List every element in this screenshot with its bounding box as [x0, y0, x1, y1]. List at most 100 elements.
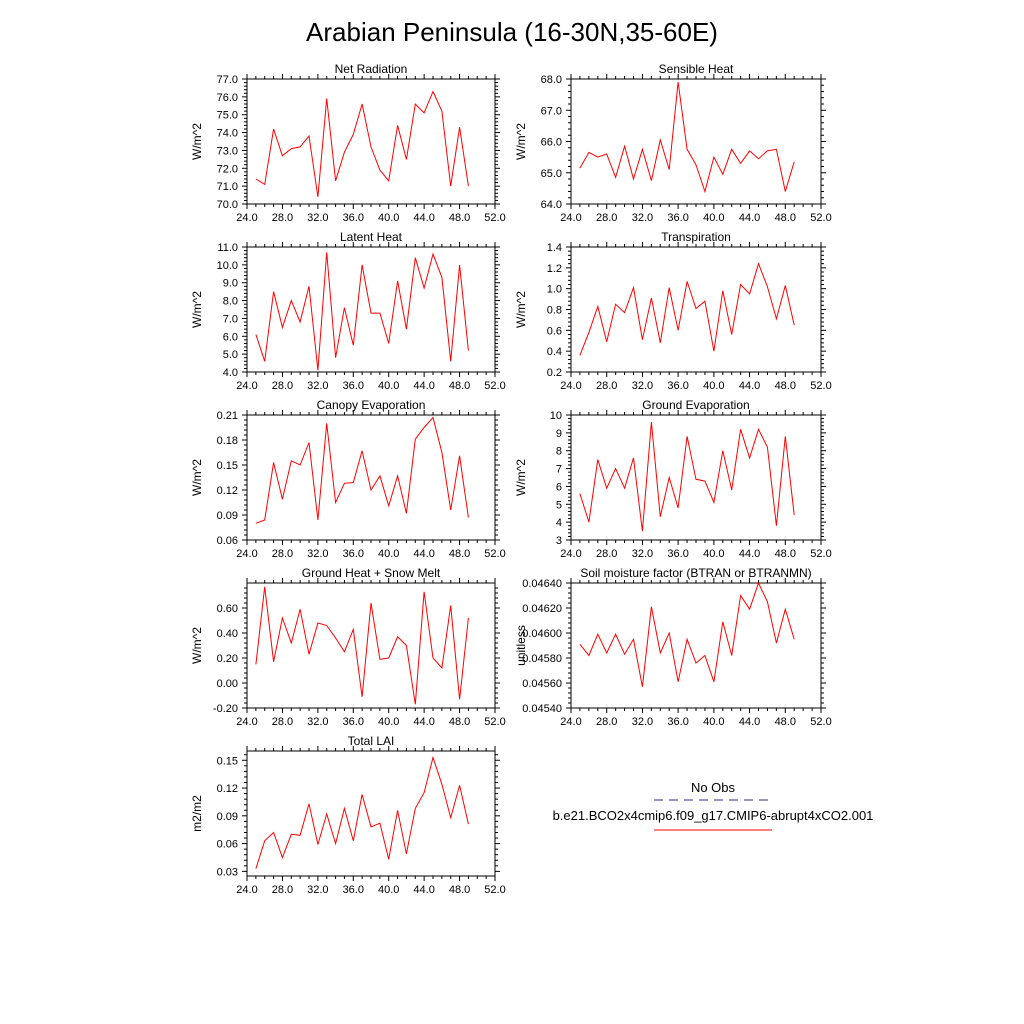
x-tick-label: 36.0	[667, 548, 688, 560]
x-tick-label: 44.0	[413, 212, 434, 224]
panel-9: Total LAI m2/m2 24.0 28.0 32.0 36.0 40.0 44.0 48…	[190, 734, 506, 896]
y-axis-label: W/m^2	[514, 123, 528, 160]
x-tick-label: 28.0	[272, 380, 293, 392]
x-tick-label: 32.0	[307, 884, 328, 896]
y-tick-label: 1.2	[547, 263, 562, 275]
y-tick-label: 0.6	[547, 325, 562, 337]
x-tick-label: 32.0	[307, 716, 328, 728]
y-tick-label: 72.0	[217, 163, 238, 175]
y-axis-label: unitless	[514, 625, 528, 666]
plot-frame	[246, 246, 496, 373]
x-tick-label: 48.0	[449, 212, 470, 224]
panel-title: Ground Heat + Snow Melt	[302, 566, 441, 580]
x-tick-label: 52.0	[484, 716, 505, 728]
series-line	[255, 586, 469, 705]
x-tick-label: 48.0	[775, 716, 796, 728]
y-tick-label: 0.2	[547, 367, 562, 379]
panel-title: Net Radiation	[335, 62, 408, 76]
x-tick-label: 44.0	[413, 884, 434, 896]
panel-2: Sensible Heat W/m^2 24.0 28.0 32.0 36.0 40.0 44…	[514, 62, 832, 224]
panel-6: Ground Evaporation W/m^2 24.0 28.0 32.0 36.0 4…	[514, 398, 832, 560]
x-tick-label: 36.0	[667, 212, 688, 224]
x-tick-label: 36.0	[343, 548, 364, 560]
x-tick-label: 44.0	[413, 380, 434, 392]
y-tick-label: 0.18	[217, 435, 238, 447]
y-tick-label: 67.0	[541, 105, 562, 117]
y-tick-label: 4	[556, 517, 562, 529]
y-tick-label: 0.06	[217, 839, 238, 851]
y-tick-label: 9	[556, 428, 562, 440]
plot-frame	[570, 246, 822, 373]
x-tick-label: 32.0	[632, 380, 653, 392]
x-tick-label: 28.0	[596, 548, 617, 560]
y-tick-label: 0.03	[217, 866, 238, 878]
y-tick-label: 0.60	[217, 603, 238, 615]
y-axis-label: m2/m2	[190, 795, 204, 832]
x-tick-label: 36.0	[667, 716, 688, 728]
x-tick-label: 48.0	[449, 884, 470, 896]
series-line	[579, 82, 795, 194]
x-tick-label: 44.0	[739, 380, 760, 392]
panel-title: Soil moisture factor (BTRAN or BTRANMN)	[580, 566, 811, 580]
legend: No Obs b.e21.BCO2x4cmip6.f09_g17.CMIP6-a…	[553, 780, 874, 831]
x-tick-label: 52.0	[810, 380, 831, 392]
y-tick-label: 0.09	[217, 510, 238, 522]
y-tick-label: 8	[556, 446, 562, 458]
y-tick-label: -0.20	[213, 703, 238, 715]
series-line	[255, 416, 469, 524]
x-tick-label: 36.0	[343, 884, 364, 896]
panel-1: Net Radiation W/m^2 24.0 28.0 32.0 36.0 40.0 44…	[190, 62, 506, 224]
legend-model-label: b.e21.BCO2x4cmip6.f09_g17.CMIP6-abrupt4x…	[553, 808, 874, 823]
y-tick-label: 68.0	[541, 74, 562, 86]
y-tick-label: 66.0	[541, 137, 562, 149]
x-tick-label: 28.0	[272, 716, 293, 728]
x-tick-label: 52.0	[484, 884, 505, 896]
y-tick-label: 0.04560	[522, 678, 562, 690]
x-tick-label: 48.0	[449, 380, 470, 392]
y-tick-label: 0.04600	[522, 628, 562, 640]
x-tick-label: 28.0	[596, 716, 617, 728]
plot-frame	[246, 414, 496, 541]
plot-frame	[246, 750, 496, 877]
y-tick-label: 76.0	[217, 92, 238, 104]
x-tick-label: 52.0	[810, 212, 831, 224]
y-tick-label: 0.12	[217, 783, 238, 795]
y-tick-label: 0.04580	[522, 653, 562, 665]
x-tick-label: 48.0	[449, 716, 470, 728]
y-tick-label: 0.20	[217, 653, 238, 665]
y-tick-label: 71.0	[217, 181, 238, 193]
y-tick-label: 10	[550, 410, 562, 422]
panel-4: Transpiration W/m^2 24.0 28.0 32.0 36.0 40.0 44…	[514, 230, 832, 392]
x-tick-label: 28.0	[272, 212, 293, 224]
x-tick-label: 36.0	[343, 380, 364, 392]
x-tick-label: 32.0	[632, 548, 653, 560]
x-tick-label: 44.0	[739, 716, 760, 728]
panel-title: Canopy Evaporation	[317, 398, 426, 412]
y-tick-label: 10.0	[217, 260, 238, 272]
y-tick-label: 11.0	[217, 242, 238, 254]
y-tick-label: 0.40	[217, 628, 238, 640]
y-tick-label: 0.12	[217, 485, 238, 497]
x-tick-label: 40.0	[378, 716, 399, 728]
y-tick-label: 7	[556, 464, 562, 476]
panel-7: Ground Heat + Snow Melt W/m^2 24.0 28.0 32.0…	[190, 566, 506, 728]
y-tick-label: 5	[556, 499, 562, 511]
x-tick-label: 36.0	[667, 380, 688, 392]
y-tick-label: 0.8	[547, 305, 562, 317]
panel-title: Sensible Heat	[659, 62, 734, 76]
y-tick-label: 7.0	[223, 313, 238, 325]
y-tick-label: 0.04640	[522, 578, 562, 590]
x-tick-label: 36.0	[343, 212, 364, 224]
y-tick-label: 0.00	[217, 678, 238, 690]
x-tick-label: 24.0	[560, 716, 581, 728]
y-tick-label: 0.04540	[522, 703, 562, 715]
x-tick-label: 52.0	[484, 212, 505, 224]
series-line	[579, 262, 795, 356]
x-tick-label: 24.0	[236, 884, 257, 896]
y-tick-label: 0.15	[217, 755, 238, 767]
series-line	[255, 755, 469, 869]
y-axis-label: W/m^2	[190, 627, 204, 664]
panel-title: Total LAI	[348, 734, 395, 748]
y-tick-label: 70.0	[217, 199, 238, 211]
